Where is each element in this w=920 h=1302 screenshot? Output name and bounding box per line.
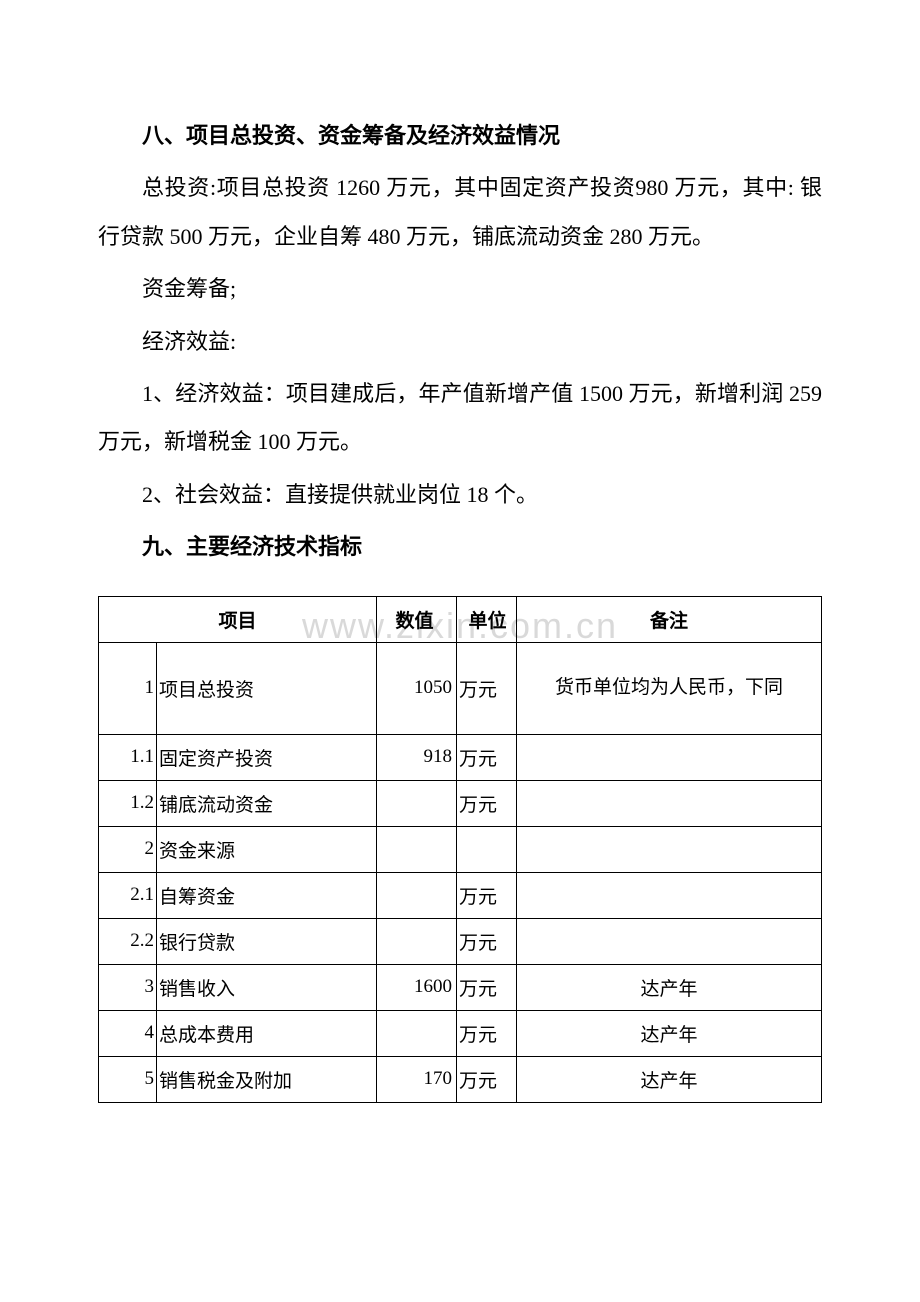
cell-item: 销售收入 (157, 964, 377, 1010)
table-row: 2 资金来源 (99, 826, 822, 872)
cell-value (377, 872, 457, 918)
cell-item: 铺底流动资金 (157, 780, 377, 826)
cell-idx: 1.2 (99, 780, 157, 826)
cell-value: 918 (377, 734, 457, 780)
table-row: 1 项目总投资 1050 万元 货币单位均为人民币，下同 (99, 642, 822, 734)
cell-idx: 2.2 (99, 918, 157, 964)
section-8-p1: 总投资:项目总投资 1260 万元，其中固定资产投资980 万元，其中: 银行贷… (98, 164, 822, 261)
cell-unit: 万元 (457, 734, 517, 780)
cell-unit: 万元 (457, 1056, 517, 1102)
table-row: 5 销售税金及附加 170 万元 达产年 (99, 1056, 822, 1102)
section-8-p4: 1、经济效益：项目建成后，年产值新增产值 1500 万元，新增利润 259 万元… (98, 370, 822, 467)
cell-value: 1600 (377, 964, 457, 1010)
th-item: 项目 (99, 596, 377, 642)
th-value: 数值 (377, 596, 457, 642)
cell-note (517, 826, 822, 872)
cell-unit: 万元 (457, 1010, 517, 1056)
cell-note (517, 918, 822, 964)
cell-unit: 万元 (457, 964, 517, 1010)
cell-note (517, 734, 822, 780)
table-row: 3 销售收入 1600 万元 达产年 (99, 964, 822, 1010)
cell-idx: 2.1 (99, 872, 157, 918)
cell-value (377, 826, 457, 872)
cell-unit: 万元 (457, 872, 517, 918)
section-8-p2: 资金筹备; (98, 265, 822, 313)
cell-idx: 1.1 (99, 734, 157, 780)
section-8-p5: 2、社会效益：直接提供就业岗位 18 个。 (98, 471, 822, 519)
cell-item: 销售税金及附加 (157, 1056, 377, 1102)
table-row: 2.2 银行贷款 万元 (99, 918, 822, 964)
table-row: 4 总成本费用 万元 达产年 (99, 1010, 822, 1056)
cell-unit: 万元 (457, 780, 517, 826)
table-header-row: 项目 数值 单位 备注 (99, 596, 822, 642)
table-body: 1 项目总投资 1050 万元 货币单位均为人民币，下同 1.1 固定资产投资 … (99, 642, 822, 1102)
section-8-heading: 八、项目总投资、资金筹备及经济效益情况 (98, 112, 822, 160)
table-row: 1.1 固定资产投资 918 万元 (99, 734, 822, 780)
cell-note (517, 872, 822, 918)
cell-item: 自筹资金 (157, 872, 377, 918)
cell-note: 达产年 (517, 1010, 822, 1056)
cell-value (377, 1010, 457, 1056)
cell-item: 总成本费用 (157, 1010, 377, 1056)
cell-item: 项目总投资 (157, 642, 377, 734)
th-unit: 单位 (457, 596, 517, 642)
cell-note: 达产年 (517, 1056, 822, 1102)
cell-item: 固定资产投资 (157, 734, 377, 780)
section-8-p3: 经济效益: (98, 318, 822, 366)
cell-value: 1050 (377, 642, 457, 734)
section-9-heading: 九、主要经济技术指标 (98, 523, 822, 571)
indicator-table-container: 项目 数值 单位 备注 1 项目总投资 1050 万元 货币单位均为人民币，下同… (98, 596, 822, 1103)
cell-idx: 2 (99, 826, 157, 872)
table-row: 2.1 自筹资金 万元 (99, 872, 822, 918)
cell-idx: 5 (99, 1056, 157, 1102)
th-note: 备注 (517, 596, 822, 642)
cell-value: 170 (377, 1056, 457, 1102)
cell-unit: 万元 (457, 642, 517, 734)
cell-value (377, 780, 457, 826)
cell-idx: 3 (99, 964, 157, 1010)
table-row: 1.2 铺底流动资金 万元 (99, 780, 822, 826)
cell-unit (457, 826, 517, 872)
cell-value (377, 918, 457, 964)
cell-item: 资金来源 (157, 826, 377, 872)
cell-note (517, 780, 822, 826)
cell-unit: 万元 (457, 918, 517, 964)
cell-idx: 4 (99, 1010, 157, 1056)
cell-note: 达产年 (517, 964, 822, 1010)
indicator-table: 项目 数值 单位 备注 1 项目总投资 1050 万元 货币单位均为人民币，下同… (98, 596, 822, 1103)
cell-note: 货币单位均为人民币，下同 (517, 642, 822, 734)
cell-idx: 1 (99, 642, 157, 734)
cell-item: 银行贷款 (157, 918, 377, 964)
